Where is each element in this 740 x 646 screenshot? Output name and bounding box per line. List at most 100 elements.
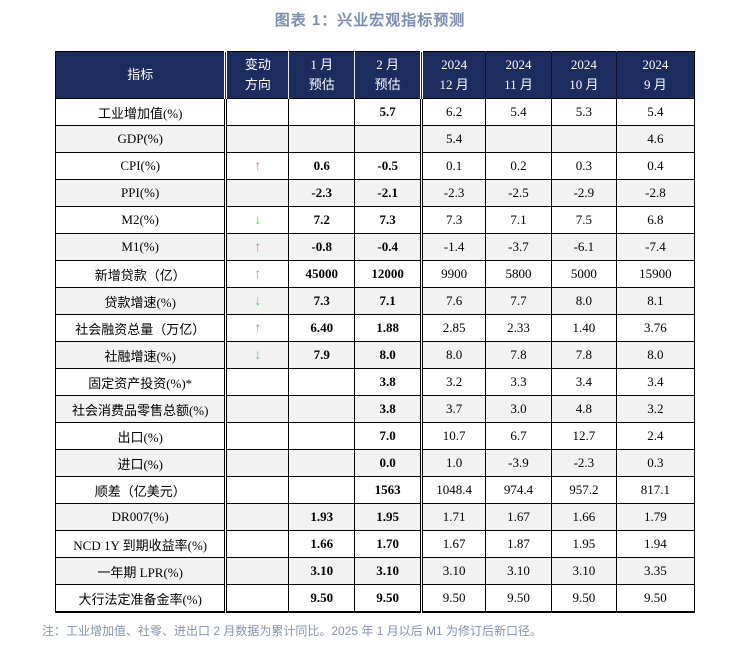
direction-cell: ↓ [224,287,289,315]
indicator-label: 社会融资总量（万亿） [55,314,226,342]
oct-2024-cell: 5.3 [550,98,617,126]
dec-2024-cell: -1.4 [420,233,486,261]
nov-2024-cell: 1.87 [485,530,552,558]
sep-2024-cell: 3.2 [615,395,695,423]
table-row: 社会融资总量（万亿） ↑ 6.40 1.88 2.85 2.33 1.40 3.… [55,314,695,342]
indicator-label: 大行法定准备金率(%) [55,584,226,612]
feb-estimate-cell: 1.88 [354,314,422,342]
dec-2024-cell: 9.50 [420,584,486,612]
nov-2024-cell: 0.2 [485,152,552,180]
header-text: 预估 [374,77,401,92]
nov-2024-cell: 6.7 [485,422,552,450]
sep-2024-cell: 1.94 [615,530,695,558]
sep-2024-cell: 6.8 [615,206,695,234]
direction-cell [224,584,289,612]
jan-estimate-cell [288,395,355,423]
table-row: DR007(%) 1.93 1.95 1.71 1.67 1.66 1.79 [55,503,695,531]
jan-estimate-cell [288,368,355,396]
feb-estimate-cell: 7.1 [354,287,422,315]
table-row: 进口(%) 0.0 1.0 -3.9 -2.3 0.3 [55,449,695,477]
table-row: PPI(%) -2.3 -2.1 -2.3 -2.5 -2.9 -2.8 [55,179,695,207]
table-body: 工业增加值(%) 5.7 6.2 5.4 5.3 5.4 GDP(%) 5.4 … [55,98,695,612]
nov-2024-cell: -2.5 [485,179,552,207]
nov-2024-cell: -3.7 [485,233,552,261]
nov-2024-cell: 1.67 [485,503,552,531]
dec-2024-cell: 2.85 [420,314,486,342]
up-arrow-icon: ↑ [254,158,262,174]
table-row: 社融增速(%) ↓ 7.9 8.0 8.0 7.8 7.8 8.0 [55,341,695,369]
header-2024-10: 2024 10 月 [550,51,617,99]
dec-2024-cell: 10.7 [420,422,486,450]
jan-estimate-cell [288,422,355,450]
indicator-label: CPI(%) [55,152,226,180]
sep-2024-cell: 3.4 [615,368,695,396]
dec-2024-cell: 3.7 [420,395,486,423]
oct-2024-cell: 7.8 [550,341,617,369]
feb-estimate-cell: 3.8 [354,395,422,423]
up-arrow-icon: ↑ [254,266,262,282]
header-text: 2 月 [376,56,400,72]
oct-2024-cell: -6.1 [550,233,617,261]
direction-cell [224,476,289,504]
up-arrow-icon: ↑ [254,239,262,255]
table-row: 出口(%) 7.0 10.7 6.7 12.7 2.4 [55,422,695,450]
oct-2024-cell: 5000 [550,260,617,288]
indicator-label: 社融增速(%) [55,341,226,369]
footnote: 注：工业增加值、社零、进出口 2 月数据为累计同比。2025 年 1 月以后 M… [42,624,543,638]
down-arrow-icon: ↓ [254,293,262,309]
oct-2024-cell: 957.2 [550,476,617,504]
indicator-label: PPI(%) [55,179,226,207]
indicator-label: 固定资产投资(%)* [55,368,226,396]
sep-2024-cell: 4.6 [615,125,695,153]
table-row: 大行法定准备金率(%) 9.50 9.50 9.50 9.50 9.50 9.5… [55,584,695,612]
nov-2024-cell: 9.50 [485,584,552,612]
nov-2024-cell: 2.33 [485,314,552,342]
jan-estimate-cell: 3.10 [288,557,355,585]
direction-cell [224,98,289,126]
jan-estimate-cell [288,449,355,477]
jan-estimate-cell: -2.3 [288,179,355,207]
jan-estimate-cell: 1.66 [288,530,355,558]
direction-cell [224,125,289,153]
feb-estimate-cell: 7.3 [354,206,422,234]
indicator-label: DR007(%) [55,503,226,531]
table-row: 新增贷款（亿） ↑ 45000 12000 9900 5800 5000 159… [55,260,695,288]
direction-cell [224,557,289,585]
oct-2024-cell: 12.7 [550,422,617,450]
table-row: M1(%) ↑ -0.8 -0.4 -1.4 -3.7 -6.1 -7.4 [55,233,695,261]
header-text: 9 月 [644,77,667,92]
oct-2024-cell: 8.0 [550,287,617,315]
down-arrow-icon: ↓ [254,347,262,363]
table-row: 顺差（亿美元） 1563 1048.4 974.4 957.2 817.1 [55,476,695,504]
indicator-label: 贷款增速(%) [55,287,226,315]
dec-2024-cell: 1.67 [420,530,486,558]
dec-2024-cell: 0.1 [420,152,486,180]
table-header: 指标 变动 方向 1 月 预估 2 月 预估 2024 12 月 [55,51,695,99]
header-jan-estimate: 1 月 预估 [288,51,355,99]
header-text: 2024 [441,56,468,72]
indicator-label: 工业增加值(%) [55,98,226,126]
indicator-label: 出口(%) [55,422,226,450]
header-text: 1 月 [310,56,334,72]
sep-2024-cell: 817.1 [615,476,695,504]
table-row: M2(%) ↓ 7.2 7.3 7.3 7.1 7.5 6.8 [55,206,695,234]
dec-2024-cell: 6.2 [420,98,486,126]
jan-estimate-cell: 6.40 [288,314,355,342]
direction-cell [224,368,289,396]
oct-2024-cell: 1.66 [550,503,617,531]
header-row: 指标 变动 方向 1 月 预估 2 月 预估 2024 12 月 [55,51,695,99]
direction-cell [224,449,289,477]
nov-2024-cell: 7.7 [485,287,552,315]
nov-2024-cell [485,125,552,153]
table-row: 一年期 LPR(%) 3.10 3.10 3.10 3.10 3.10 3.35 [55,557,695,585]
jan-estimate-cell: -0.8 [288,233,355,261]
header-text: 变动 [244,56,271,72]
header-text: 指标 [127,66,154,82]
down-arrow-icon: ↓ [254,212,262,228]
oct-2024-cell: 4.8 [550,395,617,423]
direction-cell: ↓ [224,206,289,234]
jan-estimate-cell: 1.93 [288,503,355,531]
indicator-label: NCD 1Y 到期收益率(%) [55,530,226,558]
table-row: 贷款增速(%) ↓ 7.3 7.1 7.6 7.7 8.0 8.1 [55,287,695,315]
